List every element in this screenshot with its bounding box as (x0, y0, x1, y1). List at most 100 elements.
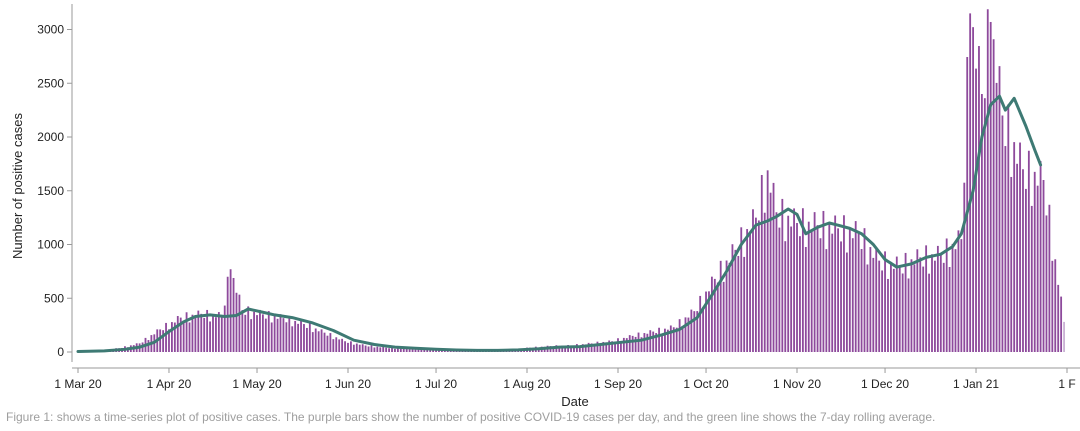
bar (194, 316, 197, 352)
bar (1063, 321, 1065, 352)
chart-svg: 0 500 1000 1500 2000 2500 3000 1 Mar 20 1 Apr 2… (10, 4, 1080, 409)
bar (235, 292, 238, 352)
y-tick-label: 1500 (37, 184, 64, 198)
bar (385, 347, 388, 352)
x-tick-label: 1 Apr 20 (147, 377, 192, 391)
bar (925, 245, 928, 352)
bar (872, 257, 875, 352)
bar (804, 246, 807, 352)
bar (220, 315, 223, 352)
bar (1039, 161, 1042, 352)
bar (1001, 115, 1004, 352)
bar (713, 278, 716, 352)
bar (561, 345, 564, 352)
bar (1010, 176, 1013, 352)
bar (845, 252, 848, 352)
bar (661, 333, 663, 352)
bar (215, 317, 217, 352)
bar (884, 251, 886, 352)
bar (244, 314, 247, 352)
bar (578, 345, 581, 352)
bar (722, 281, 725, 352)
bar (936, 245, 939, 352)
bar (1033, 171, 1036, 352)
bar (766, 170, 769, 352)
bar (276, 318, 279, 352)
bar (370, 345, 373, 352)
bar (203, 317, 206, 352)
bar (147, 340, 150, 352)
bar (176, 316, 179, 352)
bar (942, 262, 945, 352)
bar (807, 221, 810, 352)
y-tick-label: 1000 (37, 238, 64, 252)
x-axis-label: Date (561, 394, 588, 409)
bar (781, 198, 784, 352)
bar (300, 320, 302, 352)
bar (634, 336, 637, 352)
bar (887, 278, 889, 352)
bar (320, 329, 323, 352)
bar (382, 346, 385, 352)
bar (790, 226, 793, 352)
bar (963, 182, 966, 352)
bar (581, 344, 584, 352)
bar (426, 349, 429, 352)
bar (716, 282, 719, 352)
bar (775, 212, 778, 352)
bar (684, 317, 687, 352)
y-tick-label: 3000 (37, 23, 64, 37)
bar (317, 331, 320, 352)
y-tick-label: 2500 (37, 76, 64, 90)
bar (869, 247, 872, 352)
bar (552, 346, 555, 352)
bar (934, 260, 936, 352)
bar (173, 322, 176, 352)
bar (367, 346, 370, 352)
x-tick-label: 1 Jan 21 (953, 377, 999, 391)
bar (279, 314, 282, 352)
bar (669, 325, 672, 352)
bar (622, 337, 625, 352)
bar (678, 319, 681, 352)
bar (819, 238, 822, 352)
bar (769, 192, 772, 352)
bar (945, 238, 948, 352)
bar (264, 318, 267, 352)
bar (675, 327, 678, 352)
bar (200, 313, 203, 352)
bar (957, 230, 960, 352)
bar (681, 326, 684, 352)
bar (209, 321, 211, 352)
bar (1016, 163, 1019, 352)
bar (270, 322, 273, 352)
bar (749, 233, 751, 352)
x-tick-label: 1 Oct 20 (683, 377, 729, 391)
bar (282, 318, 285, 352)
bar (335, 337, 338, 352)
bar (1048, 204, 1051, 352)
bar (825, 249, 828, 352)
bar (391, 347, 393, 352)
x-tick-label: 1 Nov 20 (773, 377, 821, 391)
bar (564, 346, 567, 352)
bar (983, 98, 986, 352)
bar (617, 338, 619, 352)
bar (394, 348, 396, 352)
bar (834, 215, 837, 352)
bar (197, 310, 200, 352)
bar (297, 323, 300, 352)
bar (895, 256, 898, 352)
bar (901, 273, 904, 352)
bar (995, 82, 998, 353)
bar (259, 309, 261, 352)
bar (898, 266, 901, 352)
bar (652, 331, 655, 352)
bar (866, 264, 869, 352)
bar (179, 317, 182, 352)
bar (740, 227, 743, 352)
bar (347, 342, 349, 352)
bar (402, 348, 405, 352)
x-tick-label: 1 Jun 20 (325, 377, 371, 391)
bar (435, 349, 437, 352)
